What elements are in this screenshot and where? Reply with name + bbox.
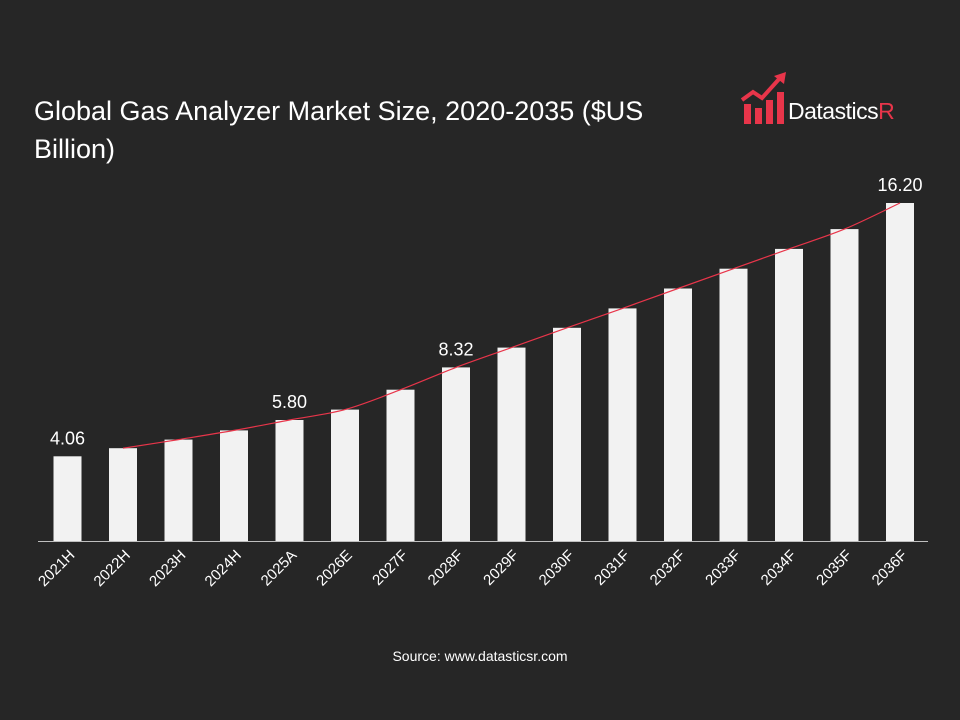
bar-2026E [331, 409, 359, 541]
bar-2022H [109, 448, 137, 541]
bar-chart-growth-icon [740, 72, 786, 124]
x-tick-label-2031F: 2031F [591, 547, 633, 589]
bar-2031F [608, 308, 637, 541]
bar-2033F [719, 268, 748, 541]
logo-text-accent: R [878, 98, 895, 124]
x-tick-label-2021H: 2021H [35, 547, 78, 590]
source-note: Source: www.datasticsr.com [392, 648, 568, 664]
data-label-2025A: 5.80 [272, 392, 307, 412]
data-label-2036F: 16.20 [877, 175, 922, 195]
bar-2034F [775, 248, 803, 541]
bar-2030F [553, 327, 581, 541]
x-tick-label-2035F: 2035F [813, 547, 855, 589]
logo-wordmark: DatasticsR [788, 98, 895, 124]
x-tick-label-2024H: 2024H [202, 547, 245, 590]
logo-text-plain: Datastics [788, 98, 879, 124]
x-tick-label-2034F: 2034F [758, 547, 800, 589]
bar-2021H [53, 456, 82, 541]
x-tick-label-2036F: 2036F [869, 547, 911, 589]
bar-2023H [164, 439, 193, 541]
bar-2029F [497, 347, 526, 541]
x-tick-label-2030F: 2030F [536, 547, 578, 589]
x-tick-label-2026E: 2026E [313, 547, 356, 590]
x-tick-label-2029F: 2029F [480, 547, 522, 589]
bar-2032F [664, 288, 692, 541]
x-tick-label-2023H: 2023H [146, 547, 189, 590]
bar-2025A [275, 420, 304, 541]
data-label-2021H: 4.06 [50, 428, 85, 448]
x-tick-label-2022H: 2022H [91, 547, 134, 590]
bar-2028F [442, 367, 470, 541]
trendline [122, 202, 901, 449]
x-tick-label-2028F: 2028F [425, 547, 467, 589]
bar-2027F [386, 389, 415, 541]
datasticsr-logo: DatasticsR [740, 70, 920, 130]
x-tick-label-2027F: 2027F [369, 547, 411, 589]
x-tick-label-2033F: 2033F [702, 547, 744, 589]
x-tick-label-2032F: 2032F [647, 547, 689, 589]
bar-2024H [220, 430, 248, 541]
bar-2035F [830, 229, 859, 541]
x-tick-label-2025A: 2025A [258, 547, 301, 590]
data-label-2028F: 8.32 [438, 339, 473, 359]
bar-2036F [886, 203, 914, 541]
chart-title: Global Gas Analyzer Market Size, 2020-20… [34, 96, 644, 164]
